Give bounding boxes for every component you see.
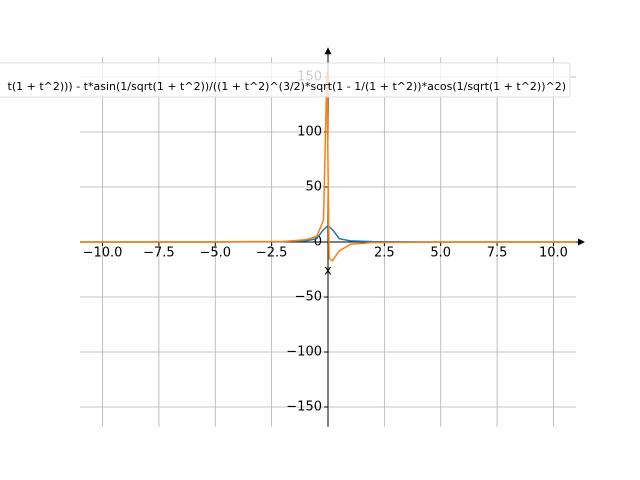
x-tick-label: −5.0 <box>199 246 231 261</box>
x-tick-label: 5.0 <box>430 246 451 261</box>
legend-box <box>0 62 571 98</box>
y-tick-label: −100 <box>286 345 322 360</box>
x-tick-label: −7.5 <box>143 246 175 261</box>
x-tick-label: 2.5 <box>374 246 395 261</box>
x-tick-label: 7.5 <box>487 246 508 261</box>
x-tick-label: −10.0 <box>83 246 123 261</box>
x-axis-arrow <box>578 238 585 246</box>
x-tick-label: 10.0 <box>539 246 568 261</box>
series-line <box>79 71 576 262</box>
y-tick-label: 100 <box>297 125 322 140</box>
x-axis-label: x <box>324 264 332 279</box>
y-tick-label: 50 <box>305 180 322 195</box>
y-tick-label: −150 <box>286 400 322 415</box>
legend-label: t(1 + t^2))) - t*asin(1/sqrt(1 + t^2))/(… <box>8 80 567 93</box>
y-axis-arrow <box>324 47 332 55</box>
y-tick-label: −50 <box>295 290 322 305</box>
x-tick-label: −2.5 <box>256 246 288 261</box>
